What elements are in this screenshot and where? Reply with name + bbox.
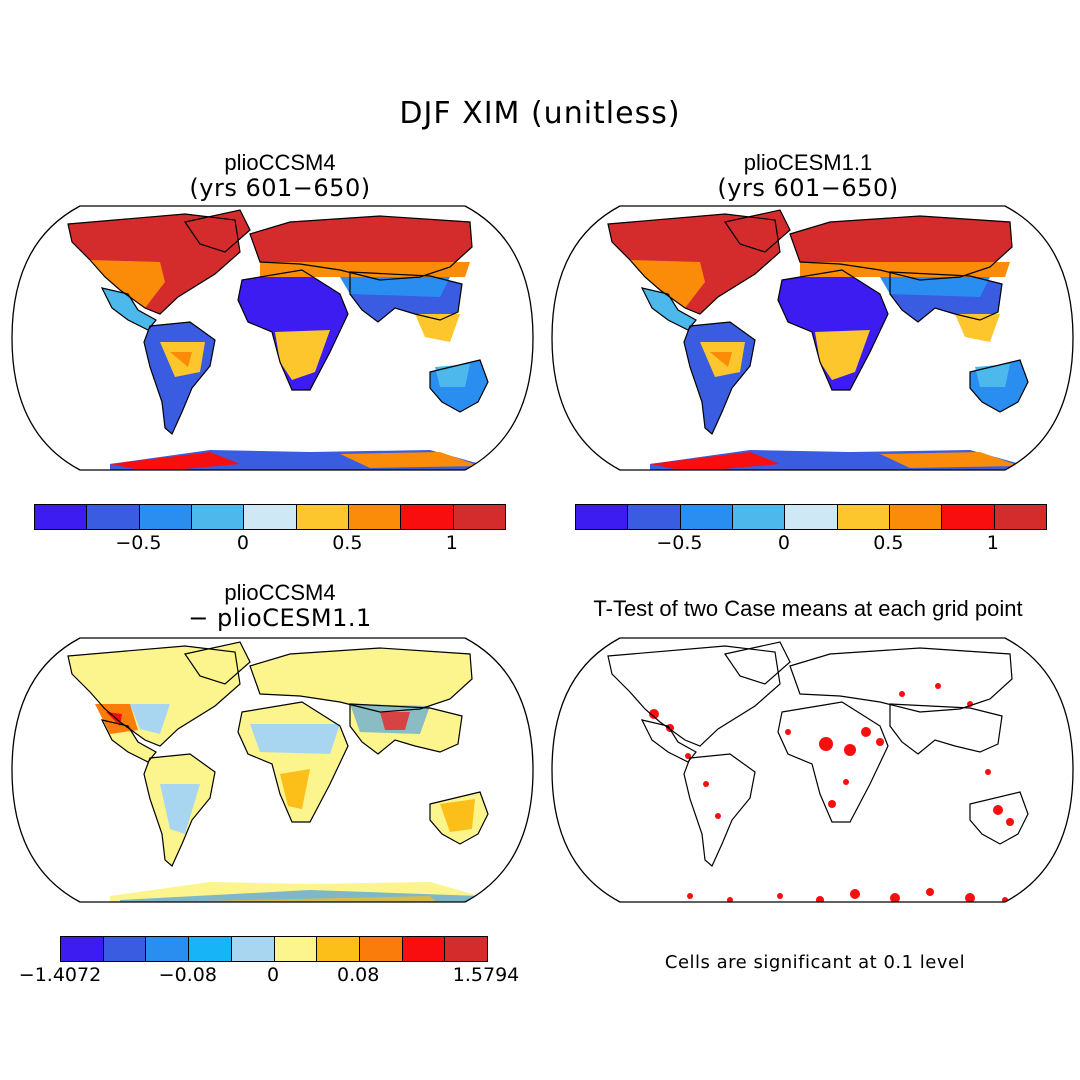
colorbar-swatch [189,937,232,961]
colorbar-swatch [445,937,488,961]
map-difference [10,634,535,910]
colorbar-swatch [317,937,360,961]
colorbar-swatch [348,505,402,529]
colorbar-swatch [244,505,297,529]
panel-subtitle-diff: − plioCESM1.1 [188,604,372,632]
colorbar-tick-label: −1.4072 [18,964,102,986]
colorbar-swatch [994,505,1046,529]
colorbar-swatch [139,505,192,529]
map-cesm [550,202,1075,474]
colorbar-swatch [785,505,838,529]
colorbar-swatch [146,937,190,961]
colorbar-tick-label: −0.08 [158,964,217,986]
colorbar-swatch [61,937,104,961]
colorbar-swatch [191,505,245,529]
colorbar-tick-label: 0 [777,532,790,554]
colorbar-swatch [732,505,786,529]
colorbar-swatch [680,505,733,529]
colorbar-ccsm4 [34,504,506,530]
colorbar-tick-label: 1 [986,532,999,554]
panel-subtitle-cesm: (yrs 601−650) [717,174,899,202]
colorbar-tick-label: 1.5794 [452,964,520,986]
colorbar-swatch [837,505,890,529]
colorbar-swatch [628,505,681,529]
colorbar-swatch [402,937,446,961]
colorbar-difference [60,936,488,962]
colorbar-tick-label: 1 [445,532,458,554]
colorbar-swatch [35,505,88,529]
colorbar-tick-label: −0.5 [115,532,162,554]
panel-title-cesm: plioCESM1.1 [743,150,873,175]
colorbar-swatch [889,505,943,529]
panel-subtitle-ccsm4: (yrs 601−650) [189,174,371,202]
map-ccsm4 [10,202,535,474]
map-ttest [550,634,1075,910]
colorbar-swatch [87,505,140,529]
colorbar-swatch [401,505,454,529]
colorbar-tick-label: 0 [266,964,280,986]
colorbar-swatch [231,937,275,961]
significance-note: Cells are significant at 0.1 level [664,952,966,973]
colorbar-swatch [359,937,403,961]
colorbar-tick-label: 0 [236,532,249,554]
colorbar-swatch [274,937,318,961]
colorbar-cesm [575,504,1047,530]
colorbar-swatch [103,937,147,961]
colorbar-swatch [942,505,995,529]
colorbar-swatch [296,505,349,529]
colorbar-swatch [576,505,629,529]
colorbar-tick-label: 0.5 [332,532,363,554]
figure-title: DJF XIM (unitless) [399,96,681,131]
panel-title-ccsm4: plioCCSM4 [224,150,336,175]
colorbar-swatch [453,505,505,529]
panel-title-diff: plioCCSM4 [224,580,336,605]
colorbar-tick-label: 0.5 [873,532,904,554]
colorbar-tick-label: −0.5 [656,532,703,554]
colorbar-tick-label: 0.08 [337,964,380,986]
panel-title-ttest: T-Test of two Case means at each grid po… [593,596,1023,621]
